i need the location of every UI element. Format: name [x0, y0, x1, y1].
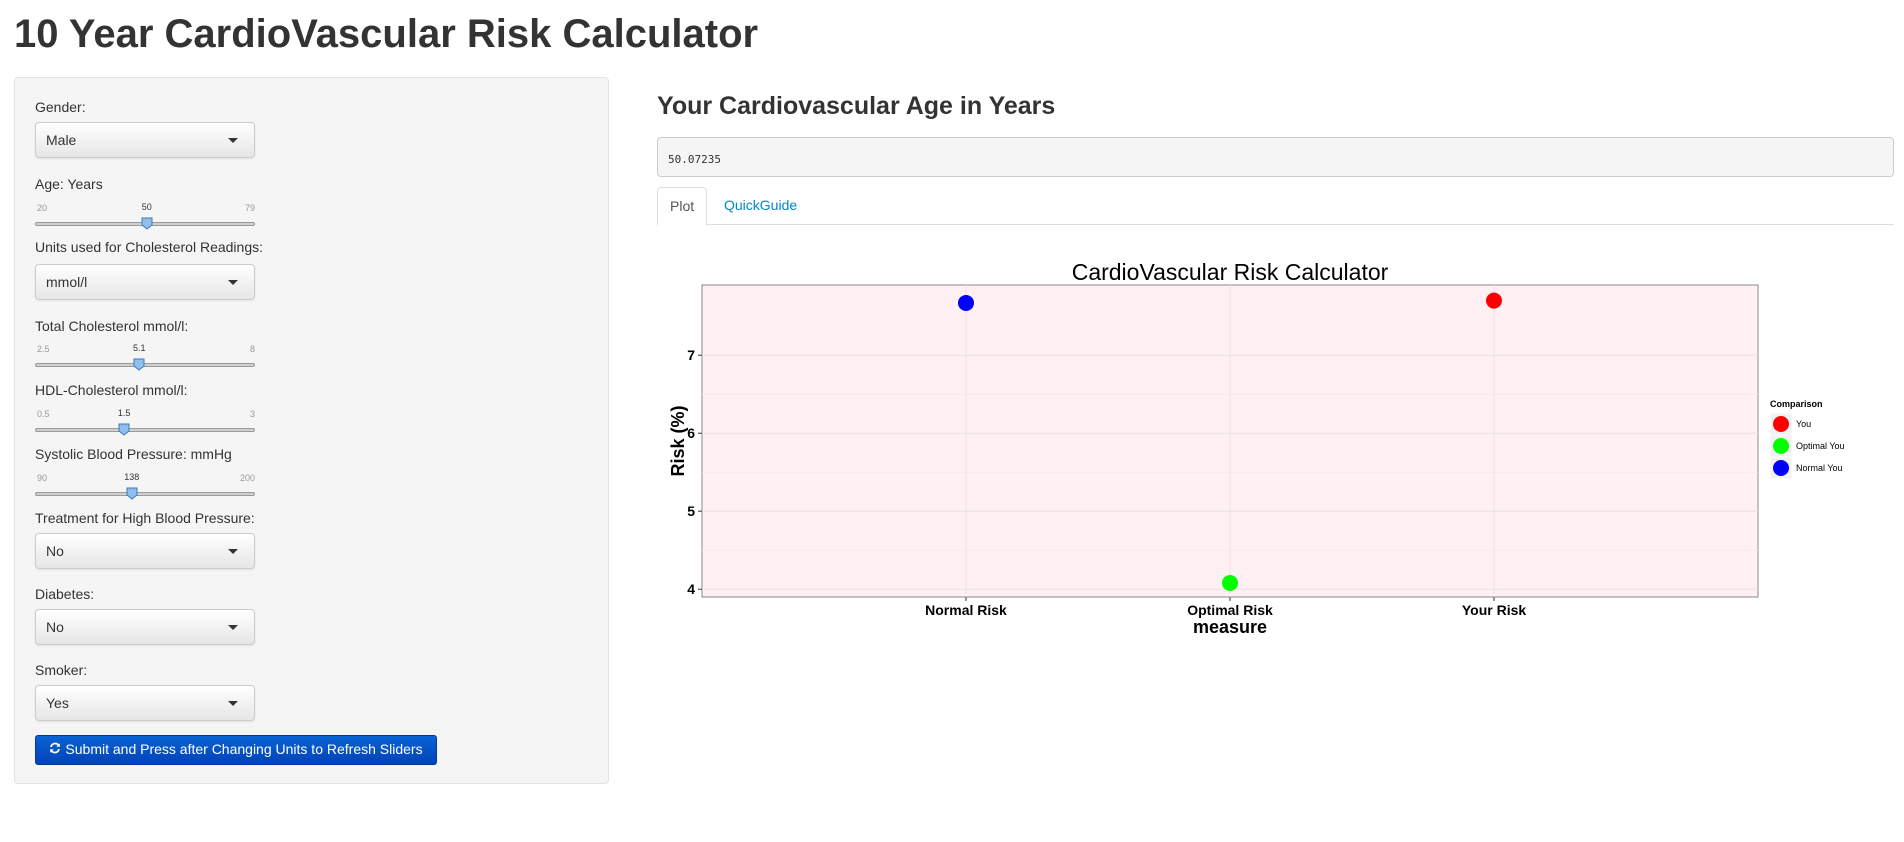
age-slider-max: 79 — [244, 203, 255, 213]
diabetes-select-value: No — [46, 619, 64, 635]
treatment-label: Treatment for High Blood Pressure: — [35, 510, 255, 526]
legend-marker — [1773, 460, 1789, 476]
treatment-select-value: No — [46, 543, 64, 559]
data-point — [1222, 574, 1238, 591]
age-slider[interactable]: 20 50 79 — [35, 202, 255, 237]
smoker-label: Smoker: — [35, 662, 88, 678]
page-title: 10 Year CardioVascular Risk Calculator — [14, 12, 759, 56]
systolic-bp-slider-handle[interactable] — [126, 487, 138, 500]
hdl-cholesterol-slider-handle[interactable] — [118, 423, 130, 436]
total-cholesterol-slider-max: 8 — [249, 344, 255, 354]
chart-gridlines — [702, 285, 1758, 597]
legend-label: You — [1796, 419, 1811, 429]
y-tick-label: 5 — [687, 503, 695, 519]
chevron-down-icon — [228, 625, 238, 630]
chart-points — [958, 292, 1502, 591]
hdl-cholesterol-slider-track[interactable] — [35, 428, 255, 432]
age-label: Age: Years — [35, 176, 103, 192]
smoker-select[interactable]: Yes — [35, 685, 255, 721]
data-point — [1486, 292, 1502, 309]
systolic-bp-label: Systolic Blood Pressure: mmHg — [35, 446, 232, 462]
gender-select[interactable]: Male — [35, 122, 255, 158]
diabetes-select[interactable]: No — [35, 609, 255, 645]
x-tick-label: Optimal Risk — [1187, 602, 1273, 618]
x-tick-label: Normal Risk — [925, 602, 1007, 618]
y-tick-label: 6 — [687, 425, 695, 441]
systolic-bp-slider-min: 90 — [37, 473, 48, 483]
total-cholesterol-slider-handle[interactable] — [133, 358, 145, 371]
chart-title: CardioVascular Risk Calculator — [1072, 259, 1389, 285]
y-axis-label: Risk (%) — [668, 405, 688, 476]
refresh-icon — [50, 742, 61, 754]
hdl-cholesterol-label: HDL-Cholesterol mmol/l: — [35, 382, 188, 398]
risk-chart: CardioVascular Risk Calculator 4 5 6 7 Norma… — [668, 259, 1845, 637]
age-slider-min: 20 — [37, 203, 48, 213]
tab-quickguide[interactable]: QuickGuide — [724, 197, 798, 213]
y-tick-label: 4 — [687, 581, 695, 597]
gender-label: Gender: — [35, 99, 86, 115]
treatment-select[interactable]: No — [35, 533, 255, 569]
total-cholesterol-slider[interactable]: 2.5 5.1 8 — [35, 343, 255, 378]
hdl-cholesterol-slider[interactable]: 0.5 1.5 3 — [35, 408, 255, 443]
cardiovascular-age-output: 50.07235 — [657, 137, 1894, 177]
hdl-cholesterol-slider-min: 0.5 — [37, 409, 50, 419]
chart-ticks: 4 5 6 7 Normal Risk Optimal Risk Your Risk — [687, 347, 1526, 618]
legend-marker — [1773, 438, 1789, 454]
total-cholesterol-slider-track[interactable] — [35, 363, 255, 367]
units-select-value: mmol/l — [46, 274, 88, 290]
tab-plot[interactable]: Plot — [657, 187, 708, 226]
input-sidebar: Gender: Male Age: Years 20 50 79 Units u… — [14, 77, 609, 784]
smoker-select-value: Yes — [46, 695, 69, 711]
legend-title: Comparison — [1770, 399, 1823, 409]
diabetes-label: Diabetes: — [35, 586, 95, 602]
hdl-cholesterol-slider-value: 1.5 — [117, 408, 131, 418]
chevron-down-icon — [228, 280, 238, 285]
total-cholesterol-slider-min: 2.5 — [37, 344, 50, 354]
age-slider-value: 50 — [141, 202, 152, 212]
chevron-down-icon — [228, 549, 238, 554]
gender-select-value: Male — [46, 132, 77, 148]
risk-plot: CardioVascular Risk Calculator 4 5 6 7 Norma… — [657, 250, 1894, 650]
systolic-bp-slider-value: 138 — [124, 472, 140, 482]
y-tick-label: 7 — [687, 347, 695, 363]
units-select[interactable]: mmol/l — [35, 264, 255, 300]
systolic-bp-slider-max: 200 — [239, 473, 255, 483]
systolic-bp-slider-track[interactable] — [35, 492, 255, 496]
submit-button[interactable]: Submit and Press after Changing Units to… — [35, 735, 437, 765]
submit-button-label: Submit and Press after Changing Units to… — [65, 741, 423, 757]
legend-label: Optimal You — [1796, 441, 1845, 451]
x-tick-label: Your Risk — [1462, 602, 1527, 618]
chevron-down-icon — [228, 138, 238, 143]
legend-marker — [1773, 416, 1789, 432]
result-tabs: Plot QuickGuide — [657, 187, 1894, 226]
age-slider-handle[interactable] — [141, 217, 153, 230]
systolic-bp-slider[interactable]: 90 138 200 — [35, 472, 255, 507]
legend-label: Normal You — [1796, 463, 1843, 473]
total-cholesterol-slider-value: 5.1 — [133, 343, 146, 353]
chart-legend: Comparison You Optimal You Normal You — [1769, 399, 1845, 480]
chevron-down-icon — [228, 701, 238, 706]
data-point — [958, 294, 974, 311]
x-axis-label: measure — [1193, 617, 1267, 637]
cardiovascular-age-heading: Your Cardiovascular Age in Years — [657, 92, 1056, 120]
units-label: Units used for Cholesterol Readings: — [35, 239, 264, 255]
hdl-cholesterol-slider-max: 3 — [249, 409, 255, 419]
total-cholesterol-label: Total Cholesterol mmol/l: — [35, 318, 189, 334]
